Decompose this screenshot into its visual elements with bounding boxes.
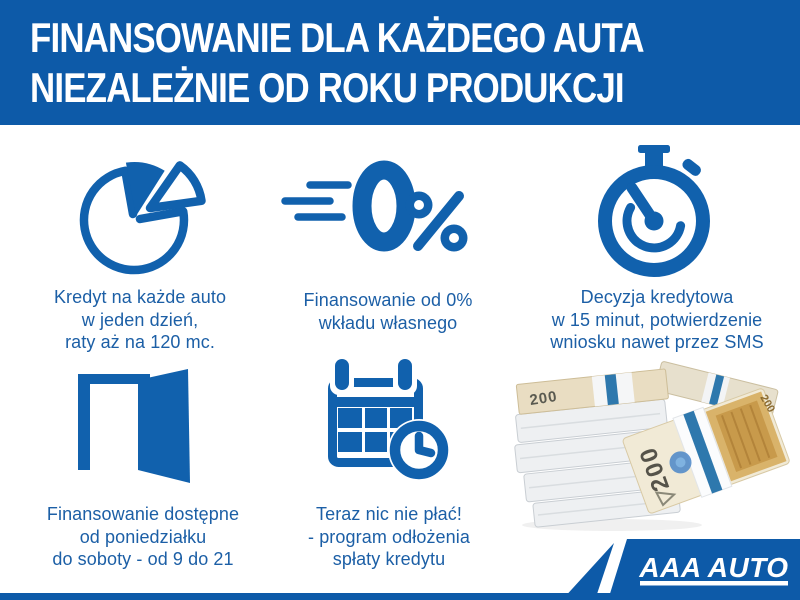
speed-lines [281, 181, 352, 221]
header-banner: FINANSOWANIE DLA KAŻDEGO AUTA NIEZALEŻNI… [0, 0, 800, 125]
pie-chart-icon [79, 161, 206, 275]
caption-line: w 15 minut, potwierdzenie [551, 309, 763, 330]
caption-line: w jeden dzień, [81, 309, 199, 330]
calendar-clock-icon [328, 357, 450, 481]
caption-line: Kredyt na każde auto [53, 287, 227, 307]
open-door-icon [78, 369, 190, 483]
caption-line: Finansowanie od 0% [303, 290, 473, 310]
caption-line: do soboty - od 9 do 21 [52, 549, 234, 569]
stopwatch-icon [598, 145, 710, 277]
caption-opening-hours: Finansowanie dostępne od poniedziałku do… [18, 503, 268, 571]
caption-line: od poniedziałku [79, 526, 207, 547]
logo-text: AAA AUTO [638, 552, 788, 583]
caption-zero-percent: Finansowanie od 0% wkładu własnego [268, 289, 508, 334]
caption-line: wkładu własnego [318, 312, 458, 333]
caption-line: Finansowanie dostępne [46, 504, 240, 524]
caption-pay-later: Teraz nic nie płać! - program odłożenia … [270, 503, 508, 571]
title-line-1: FINANSOWANIE DLA KAŻDEGO AUTA [30, 14, 645, 61]
caption-line: spłaty kredytu [332, 549, 446, 569]
money-stacks-image: 200 200 200 [514, 361, 790, 531]
caption-line: - program odłożenia [308, 526, 470, 547]
caption-line: raty aż na 120 mc. [65, 332, 215, 352]
aaa-auto-logo: AAA AUTO [562, 539, 800, 600]
caption-loan-any-car: Kredyt na każde auto w jeden dzień, raty… [20, 286, 260, 354]
page-title: FINANSOWANIE DLA KAŻDEGO AUTA NIEZALEŻNI… [30, 13, 645, 113]
caption-line: wniosku nawet przez SMS [550, 332, 764, 352]
title-line-2: NIEZALEŻNIE OD ROKU PRODUKCJI [30, 64, 625, 111]
note-value-pile: 200 [528, 388, 558, 409]
money-bundle-front: 200 200 [622, 388, 790, 514]
zero-percent-icon [281, 160, 468, 252]
caption-credit-decision: Decyzja kredytowa w 15 minut, potwierdze… [526, 286, 788, 354]
footer-strip [0, 593, 800, 600]
caption-line: Teraz nic nie płać! [316, 504, 462, 524]
caption-line: Decyzja kredytowa [580, 287, 734, 307]
